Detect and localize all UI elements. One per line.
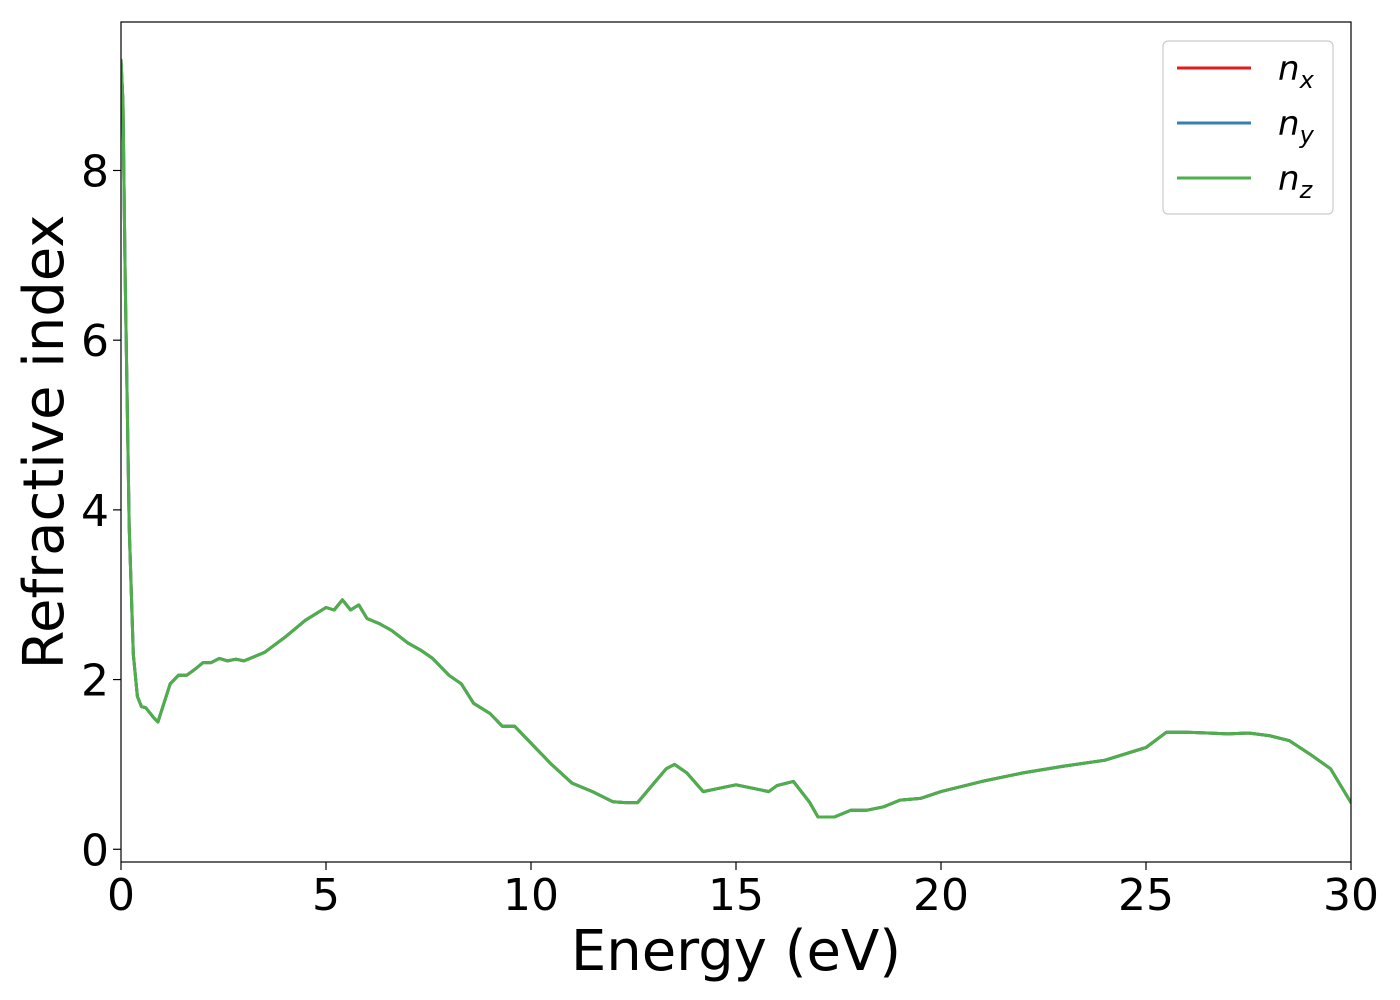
x-axis-title: Energy (eV): [571, 919, 901, 984]
x-tick-label: 10: [503, 870, 559, 921]
x-tick-label: 5: [312, 870, 340, 921]
y-axis-ticks: 0 2 4 6 8: [81, 146, 121, 876]
axes-frame: [120, 21, 1352, 863]
series-line-n-z: [121, 58, 1351, 819]
y-tick-label: 0: [81, 825, 109, 876]
legend-label: nx: [1278, 49, 1315, 94]
x-tick-label: 15: [708, 870, 764, 921]
legend: nx ny nz: [1162, 40, 1334, 215]
plot-area: [121, 58, 1351, 819]
x-tick-label: 0: [107, 870, 135, 921]
y-axis-title: Refractive index: [12, 215, 77, 670]
y-tick-label: 4: [81, 486, 109, 537]
legend-box: [1162, 40, 1334, 215]
x-tick-label: 30: [1323, 870, 1379, 921]
x-axis-ticks: 0 5 10 15 20 25 30: [107, 862, 1379, 921]
y-tick-label: 8: [81, 146, 109, 197]
legend-label: ny: [1278, 104, 1315, 149]
y-tick-label: 6: [81, 316, 109, 367]
x-tick-label: 20: [913, 870, 969, 921]
legend-label: nz: [1278, 159, 1314, 204]
y-tick-label: 2: [81, 656, 109, 707]
x-tick-label: 25: [1118, 870, 1174, 921]
